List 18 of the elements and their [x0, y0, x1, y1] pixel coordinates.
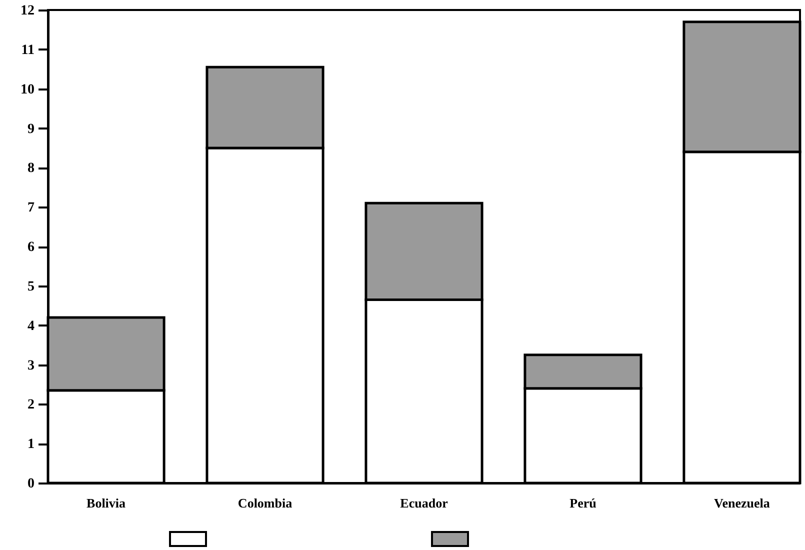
x-tick-label: Ecuador [400, 496, 448, 510]
y-tick-label: 1 [28, 437, 34, 452]
y-tick-label: 8 [28, 161, 34, 176]
y-tick-label: 4 [28, 318, 34, 334]
y-tick-label: 3 [28, 358, 34, 374]
x-tick-label: Bolivia [86, 496, 126, 510]
y-tick-label: 12 [20, 4, 34, 18]
y-tick-label: 10 [20, 82, 34, 98]
y-tick-label: 2 [28, 398, 34, 413]
x-tick-label: Colombia [238, 496, 293, 510]
y-tick-label: 9 [28, 122, 34, 137]
y-tick-label: 6 [28, 240, 34, 255]
y-tick-label: 0 [28, 476, 34, 492]
y-tick-label: 11 [21, 42, 34, 58]
y-tick-label: 5 [28, 279, 34, 294]
y-tick-label: 7 [28, 200, 34, 216]
x-tick-label: Venezuela [714, 496, 770, 510]
x-tick-label: Perú [570, 496, 596, 510]
